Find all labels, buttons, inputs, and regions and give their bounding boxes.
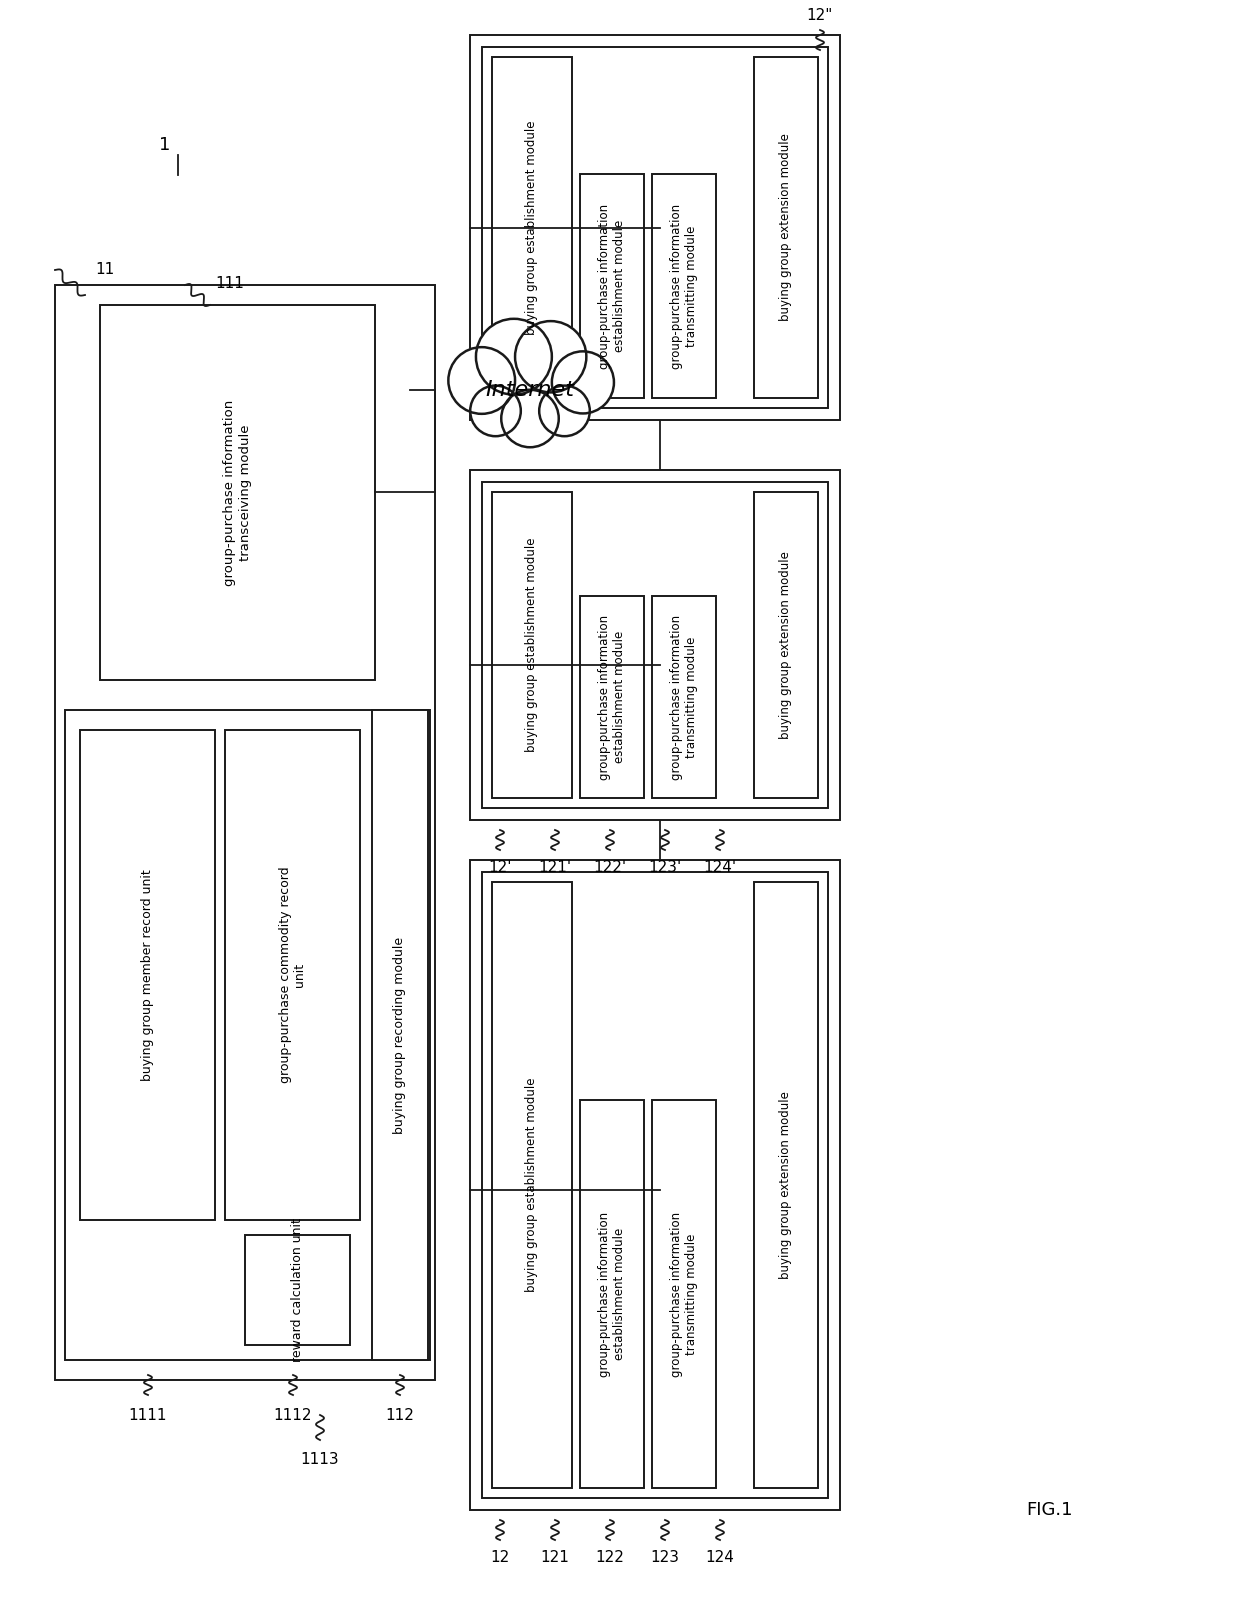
Circle shape (539, 386, 590, 436)
Text: 11: 11 (95, 263, 114, 278)
Bar (579, 1099, 644, 1488)
Text: 1: 1 (159, 136, 171, 153)
Text: 1111: 1111 (129, 1407, 167, 1422)
Bar (482, 47, 828, 408)
Text: 121': 121' (538, 860, 572, 875)
Bar (754, 56, 818, 399)
Bar (579, 596, 644, 797)
Bar (651, 174, 715, 399)
Text: buying group recording module: buying group recording module (393, 936, 407, 1133)
Text: 12': 12' (489, 860, 512, 875)
Text: buying group extension module: buying group extension module (780, 1091, 792, 1278)
Bar (470, 860, 839, 1511)
Text: buying group establishment module: buying group establishment module (526, 121, 538, 334)
Text: 124: 124 (706, 1551, 734, 1566)
Text: FIG.1: FIG.1 (1027, 1501, 1074, 1519)
Circle shape (552, 352, 614, 413)
Text: 121: 121 (541, 1551, 569, 1566)
Text: group-purchase information
establishment module: group-purchase information establishment… (598, 203, 626, 368)
Bar (579, 174, 644, 399)
Text: group-purchase information
transceiving module: group-purchase information transceiving … (223, 399, 252, 586)
Text: buying group extension module: buying group extension module (780, 134, 792, 321)
Text: 111: 111 (216, 276, 244, 291)
Text: group-purchase commodity record
unit: group-purchase commodity record unit (279, 867, 306, 1083)
Text: reward calculation unit: reward calculation unit (291, 1219, 304, 1362)
Circle shape (470, 386, 521, 436)
Text: group-purchase information
establishment module: group-purchase information establishment… (598, 1212, 626, 1377)
Text: buying group extension module: buying group extension module (780, 550, 792, 739)
Text: buying group member record unit: buying group member record unit (141, 868, 154, 1081)
Bar (754, 881, 818, 1488)
Bar (492, 881, 572, 1488)
Bar (372, 710, 428, 1361)
Text: 124': 124' (703, 860, 737, 875)
Text: group-purchase information
establishment module: group-purchase information establishment… (598, 615, 626, 780)
Bar (81, 730, 215, 1220)
Text: buying group establishment module: buying group establishment module (526, 1078, 538, 1293)
Bar (754, 492, 818, 797)
Text: 1113: 1113 (300, 1453, 340, 1467)
Bar (651, 596, 715, 797)
Bar (100, 305, 374, 679)
Bar (55, 286, 435, 1380)
Text: buying group establishment module: buying group establishment module (526, 537, 538, 752)
Text: Internet: Internet (486, 379, 574, 400)
Bar (246, 1235, 350, 1344)
Bar (482, 483, 828, 809)
Circle shape (501, 389, 559, 447)
Text: 12: 12 (490, 1551, 510, 1566)
Bar (482, 872, 828, 1498)
Bar (492, 492, 572, 797)
Bar (651, 1099, 715, 1488)
Text: group-purchase information
transmitting module: group-purchase information transmitting … (670, 615, 698, 780)
Bar (64, 710, 430, 1361)
Text: 12": 12" (807, 8, 833, 23)
Bar (470, 36, 839, 420)
Text: 122: 122 (595, 1551, 625, 1566)
Text: 123: 123 (651, 1551, 680, 1566)
Text: 1112: 1112 (274, 1407, 312, 1422)
Bar (224, 730, 360, 1220)
Circle shape (515, 321, 587, 392)
Text: 123': 123' (649, 860, 682, 875)
Text: group-purchase information
transmitting module: group-purchase information transmitting … (670, 1212, 698, 1377)
Text: 112: 112 (386, 1407, 414, 1422)
Bar (492, 56, 572, 399)
Circle shape (476, 320, 552, 395)
Bar (470, 470, 839, 820)
Text: group-purchase information
transmitting module: group-purchase information transmitting … (670, 203, 698, 368)
Text: 122': 122' (594, 860, 626, 875)
Circle shape (449, 347, 515, 413)
